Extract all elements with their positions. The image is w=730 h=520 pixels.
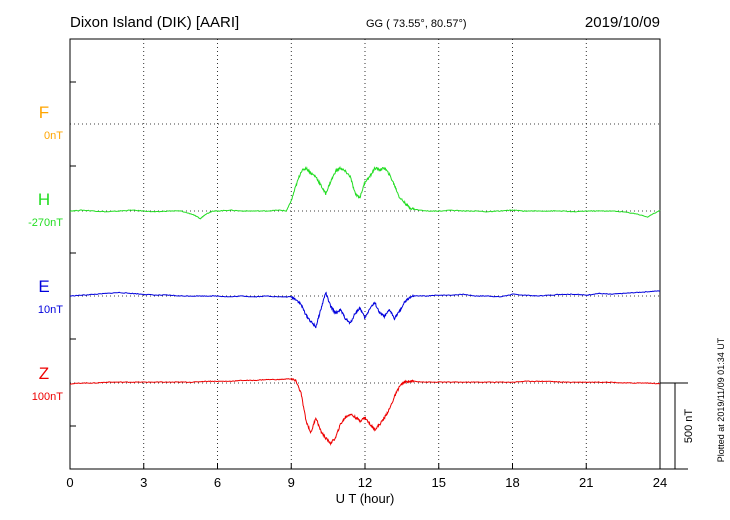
series-line-h <box>69 165 661 220</box>
x-tick-label: 0 <box>66 475 73 490</box>
x-tick-label: 12 <box>358 475 372 490</box>
scale-bar: 500 nT <box>660 382 695 470</box>
component-label-h: H <box>38 190 50 209</box>
data-series <box>69 165 661 446</box>
baseline-label-e: 10nT <box>38 304 63 316</box>
baseline-label-z: 100nT <box>32 391 63 403</box>
x-tick-label: 18 <box>505 475 519 490</box>
component-label-e: E <box>38 277 49 296</box>
x-tick-label: 6 <box>214 475 221 490</box>
baseline-label-f: 0nT <box>44 130 63 142</box>
x-axis-ticks: 0 3 6 9 12 15 18 21 24 <box>66 463 667 490</box>
x-tick-label: 24 <box>653 475 667 490</box>
plot-grid <box>70 39 660 469</box>
series-line-e <box>69 290 661 329</box>
geographic-coordinates: GG ( 73.55°, 80.57°) <box>366 18 467 30</box>
component-labels: F 0nT H -270nT E 10nT Z 100nT <box>28 103 63 403</box>
x-tick-label: 3 <box>140 475 147 490</box>
scale-bar-label: 500 nT <box>683 409 695 444</box>
plotted-at-note: Plotted at 2019/11/09 01:34 UT <box>716 337 726 462</box>
x-tick-label: 9 <box>288 475 295 490</box>
x-axis-label: U T (hour) <box>336 491 395 506</box>
x-tick-label: 15 <box>432 475 446 490</box>
baseline-label-h: -270nT <box>28 217 63 229</box>
series-line-z <box>69 377 661 446</box>
component-label-f: F <box>39 103 49 122</box>
x-tick-label: 21 <box>579 475 593 490</box>
chart-date: 2019/10/09 <box>585 14 660 31</box>
station-title: Dixon Island (DIK) [AARI] <box>70 14 239 31</box>
component-label-z: Z <box>39 364 49 383</box>
